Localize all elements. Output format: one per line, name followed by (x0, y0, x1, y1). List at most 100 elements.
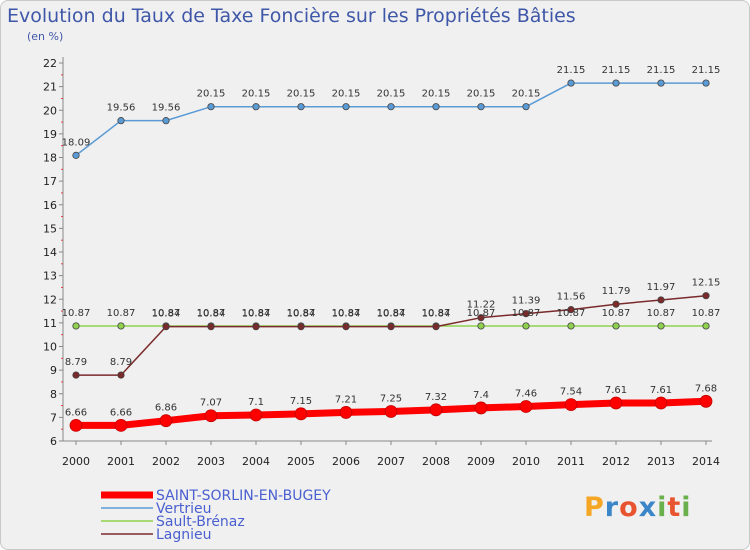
data-point (567, 322, 575, 330)
data-point (477, 103, 485, 111)
data-point (159, 414, 173, 428)
data-point (657, 79, 665, 87)
data-point (477, 322, 485, 330)
x-tick-label: 2010 (512, 455, 540, 468)
legend-label: Sault-Brénaz (156, 514, 245, 530)
data-label: 7.61 (605, 385, 627, 396)
data-label: 10.87 (332, 308, 361, 319)
x-tick-label: 2006 (332, 455, 360, 468)
y-tick-label: 8 (50, 388, 57, 401)
data-point (522, 103, 530, 111)
data-label: 20.15 (377, 89, 406, 100)
y-tick-label: 6 (50, 435, 57, 448)
data-point (339, 406, 353, 419)
data-point (567, 79, 575, 87)
x-tick-label: 2011 (557, 455, 585, 468)
data-label: 12.15 (692, 278, 721, 289)
data-label: 11.39 (512, 296, 541, 307)
data-point (429, 403, 443, 417)
data-label: 20.15 (242, 89, 271, 100)
data-point (162, 323, 170, 331)
data-label: 7.15 (290, 396, 312, 407)
proxiti-logo: Proxiti (584, 492, 692, 523)
data-point (114, 419, 128, 432)
data-point (564, 398, 578, 412)
data-label: 21.15 (692, 65, 721, 76)
data-point (252, 103, 260, 111)
data-label: 10.87 (557, 308, 586, 319)
data-label: 7.07 (200, 398, 222, 409)
data-label: 20.15 (422, 89, 451, 100)
data-label: 10.84 (152, 309, 181, 320)
data-label: 10.87 (377, 308, 406, 319)
data-point (474, 401, 488, 415)
data-label: 11.97 (647, 282, 676, 293)
legend-label: SAINT-SORLIN-EN-BUGEY (156, 488, 331, 504)
data-label: 6.66 (110, 407, 132, 418)
data-point (477, 314, 485, 322)
data-label: 10.87 (602, 308, 631, 319)
data-label: 7.21 (335, 394, 357, 405)
y-tick-label: 20 (43, 104, 57, 117)
data-point (117, 371, 125, 379)
data-point (654, 396, 668, 410)
data-point (162, 117, 170, 125)
data-label: 6.86 (155, 403, 177, 414)
data-label: 10.87 (197, 308, 226, 319)
data-point (657, 322, 665, 330)
logo-letter: o (619, 492, 639, 523)
data-point (72, 371, 80, 379)
logo-letter: t (667, 492, 682, 523)
data-label: 10.87 (62, 308, 91, 319)
x-tick-label: 2003 (197, 455, 225, 468)
data-point (702, 322, 710, 330)
y-tick-label: 22 (43, 57, 57, 70)
data-point (387, 323, 395, 331)
chart-title: Evolution du Taux de Taxe Foncière sur l… (7, 5, 576, 27)
y-tick-label: 10 (43, 341, 57, 354)
data-label: 19.56 (107, 103, 136, 114)
data-label: 11.22 (467, 300, 496, 311)
data-point (297, 103, 305, 111)
legend-label: Lagnieu (156, 527, 212, 543)
x-tick-label: 2008 (422, 455, 450, 468)
logo-letter: i (681, 492, 692, 523)
data-point (612, 322, 620, 330)
y-tick-label: 11 (43, 317, 57, 330)
y-tick-label: 14 (43, 246, 57, 259)
data-point (609, 396, 623, 410)
data-point (702, 292, 710, 300)
y-tick-label: 7 (50, 411, 57, 424)
data-point (72, 151, 80, 159)
y-tick-label: 13 (43, 270, 57, 283)
data-label: 10.87 (107, 308, 136, 319)
data-label: 19.56 (152, 103, 181, 114)
data-point (519, 400, 533, 413)
y-tick-label: 15 (43, 222, 57, 235)
y-tick-label: 17 (43, 175, 57, 188)
data-point (657, 296, 665, 304)
legend-label: Vertrieu (156, 501, 211, 517)
data-point (387, 103, 395, 111)
data-label: 10.87 (152, 308, 181, 319)
data-label: 10.87 (647, 308, 676, 319)
data-point (204, 409, 218, 423)
data-label: 10.84 (377, 309, 406, 320)
x-tick-label: 2009 (467, 455, 495, 468)
x-tick-label: 2012 (602, 455, 630, 468)
data-point (522, 322, 530, 330)
data-label: 7.32 (425, 392, 447, 403)
data-point (342, 103, 350, 111)
data-label: 21.15 (557, 65, 586, 76)
x-tick-label: 2002 (152, 455, 180, 468)
data-label: 7.4 (473, 390, 489, 401)
data-label: 10.87 (512, 308, 541, 319)
data-label: 7.54 (560, 387, 582, 398)
logo-letter: P (584, 492, 605, 523)
x-tick-label: 2007 (377, 455, 405, 468)
data-label: 10.84 (332, 309, 361, 320)
y-tick-label: 9 (50, 364, 57, 377)
data-label: 10.84 (242, 309, 271, 320)
data-point (297, 323, 305, 331)
